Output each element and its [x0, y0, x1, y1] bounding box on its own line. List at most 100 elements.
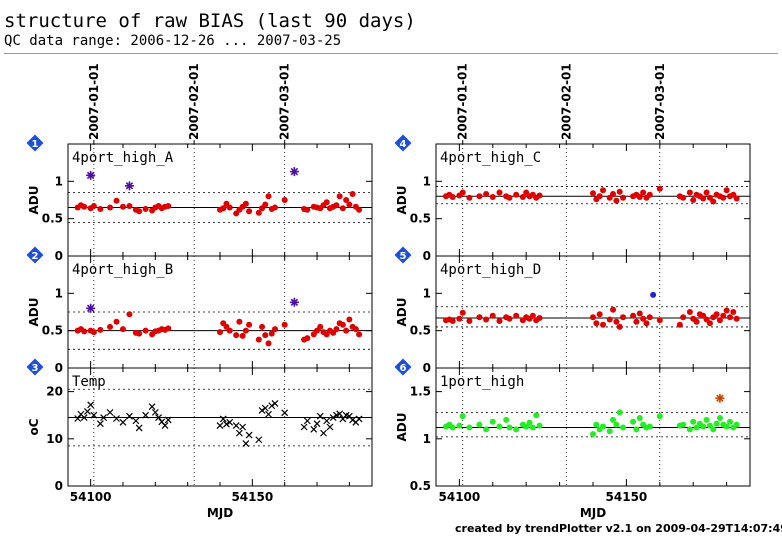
- data-point: [720, 194, 727, 201]
- data-point: [339, 205, 346, 212]
- data-point: [483, 426, 490, 433]
- data-point: [716, 415, 723, 422]
- y-tick-label: 20: [46, 385, 63, 399]
- data-point: [726, 418, 733, 425]
- data-point: [323, 417, 331, 425]
- data-point: [304, 206, 311, 213]
- data-point: [533, 412, 540, 419]
- data-point: [716, 317, 723, 324]
- credit-text: created by trendPlotter v2.1 on 2009-04-…: [455, 522, 782, 535]
- data-point: [343, 197, 350, 203]
- data-point: [164, 416, 172, 424]
- data-point: [90, 329, 97, 336]
- data-point: [489, 418, 496, 425]
- data-point: [526, 419, 533, 426]
- data-point: [356, 206, 363, 213]
- chart-title: structure of raw BIAS (last 90 days): [4, 10, 416, 32]
- panel-label: 4port_high_D: [440, 262, 541, 278]
- data-point: [496, 423, 503, 430]
- data-point: [483, 316, 490, 323]
- data-point: [303, 417, 311, 425]
- data-point: [107, 323, 114, 330]
- data-point: [323, 199, 330, 206]
- data-point: [466, 317, 473, 324]
- data-point: [356, 331, 363, 338]
- y-tick-label: 0: [55, 361, 63, 375]
- data-point: [636, 415, 643, 422]
- data-point: [142, 205, 149, 212]
- data-point: [226, 418, 234, 426]
- data-point: [610, 191, 617, 198]
- data-point: [459, 189, 466, 196]
- data-point: [513, 191, 520, 198]
- date-tick-label: 2007-03-01: [653, 63, 667, 140]
- data-point: [529, 312, 536, 319]
- outlier-point: [124, 181, 134, 191]
- data-point: [640, 315, 647, 322]
- data-point: [513, 312, 520, 319]
- plot-panel-p1: 0 0.5 1 ADU 4port_high_A 1: [26, 134, 373, 263]
- data-point: [329, 414, 337, 421]
- data-point: [83, 407, 91, 415]
- data-point: [132, 417, 140, 425]
- data-point: [676, 321, 683, 328]
- data-point: [536, 314, 543, 321]
- data-point: [245, 431, 253, 439]
- y-axis-label: ADU: [27, 186, 41, 215]
- data-point: [449, 317, 456, 324]
- data-point: [476, 421, 483, 428]
- data-point: [680, 194, 687, 201]
- data-point: [300, 423, 308, 431]
- data-point: [596, 193, 603, 200]
- panel-badge-icon: [394, 134, 412, 152]
- y-tick-label: 1: [423, 432, 431, 446]
- data-point: [636, 194, 643, 201]
- data-point: [449, 424, 456, 431]
- y-tick-label: 0.5: [42, 324, 63, 338]
- data-point: [349, 191, 356, 198]
- data-point: [680, 314, 687, 321]
- data-point: [352, 326, 359, 333]
- data-point: [255, 336, 262, 343]
- data-point: [656, 317, 663, 324]
- date-tick-label: 2007-02-01: [187, 63, 201, 140]
- plot-panel-p2: 0 0.5 1 ADU 4port_high_B 2: [26, 246, 373, 375]
- data-point: [536, 192, 543, 199]
- data-point: [255, 209, 262, 216]
- data-point: [80, 414, 88, 421]
- data-point: [320, 429, 327, 437]
- data-point: [723, 307, 730, 314]
- x-axis-label: MJD: [207, 506, 233, 520]
- data-point: [590, 431, 596, 438]
- data-point: [613, 421, 620, 428]
- data-point: [686, 309, 693, 315]
- data-point: [483, 191, 490, 198]
- y-axis-label: ADU: [395, 186, 409, 215]
- data-point: [151, 408, 159, 416]
- y-tick-label: 1: [55, 174, 63, 188]
- data-point: [686, 189, 693, 196]
- plot-frame: [67, 367, 373, 487]
- data-point: [242, 440, 250, 447]
- data-point: [640, 189, 647, 196]
- y-axis-label: oC: [27, 418, 41, 435]
- data-point: [262, 332, 269, 339]
- data-point: [610, 416, 617, 423]
- data-point: [606, 428, 613, 435]
- data-point: [703, 189, 710, 196]
- data-point: [126, 412, 133, 420]
- data-point: [686, 426, 693, 433]
- data-point: [733, 195, 740, 202]
- date-tick-label: 2007-01-01: [456, 63, 470, 140]
- outlier-point: [715, 393, 725, 403]
- data-point: [119, 203, 126, 210]
- data-point: [646, 423, 653, 430]
- data-point: [700, 195, 707, 202]
- data-point: [656, 185, 663, 192]
- data-point: [236, 318, 243, 325]
- data-point: [281, 409, 289, 417]
- data-point: [135, 424, 143, 432]
- y-tick-label: 1: [55, 286, 63, 300]
- data-point: [246, 321, 253, 328]
